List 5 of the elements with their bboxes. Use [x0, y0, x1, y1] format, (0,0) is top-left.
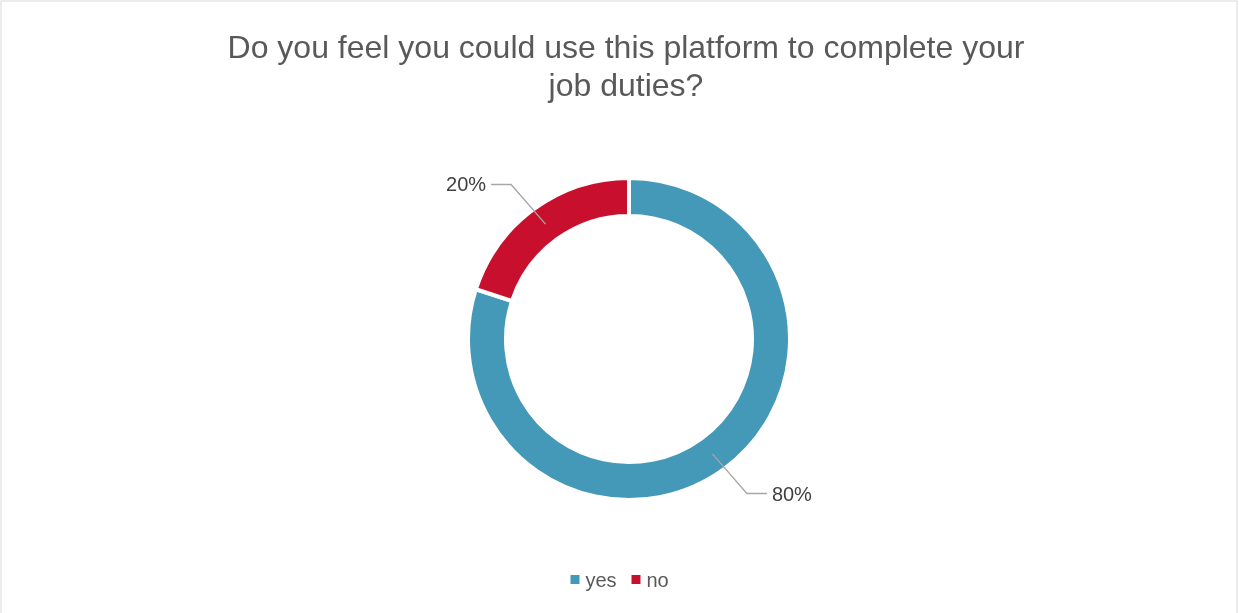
data-label: 80%	[771, 482, 813, 505]
legend-label: yes	[585, 569, 617, 591]
chart-title: Do you feel you could use this platform to complete your job duties?	[227, 29, 1025, 103]
data-label: 20%	[446, 173, 487, 196]
legend-label: no	[646, 569, 669, 591]
